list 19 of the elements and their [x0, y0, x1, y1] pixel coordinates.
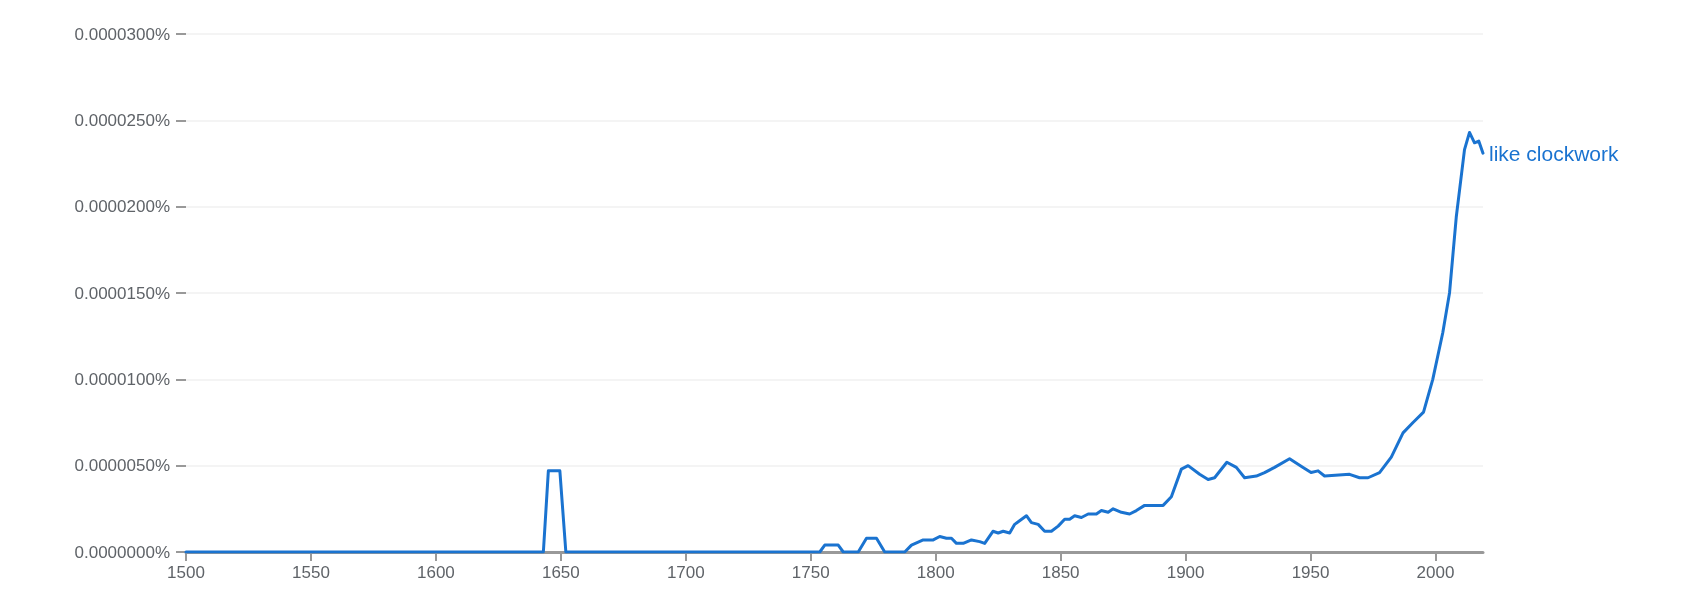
- x-tick-label: 1900: [1166, 563, 1205, 582]
- x-tick-label: 1700: [666, 563, 705, 582]
- x-tick-label: 1950: [1291, 563, 1330, 582]
- y-tick-label: 0.0000000%: [74, 542, 170, 562]
- y-tick-label: 0.0000150%: [74, 283, 170, 303]
- x-tick-label: 2000: [1416, 563, 1455, 582]
- y-tick-label: 0.0000100%: [74, 369, 170, 389]
- y-tick-label: 0.0000300%: [74, 24, 170, 44]
- x-tick-label: 1600: [416, 563, 455, 582]
- y-tick-label: 0.0000200%: [74, 197, 170, 217]
- x-tick-label: 1500: [167, 563, 205, 582]
- y-tick-label: 0.0000250%: [74, 110, 170, 130]
- x-tick-label: 1800: [916, 563, 955, 582]
- x-tick-label: 1550: [292, 563, 330, 582]
- x-tick-label: 1650: [541, 563, 580, 582]
- x-tick-label: 1750: [791, 563, 830, 582]
- series-label: like clockwork: [1489, 141, 1620, 165]
- y-tick-label: 0.0000050%: [74, 456, 170, 476]
- x-tick-label: 1850: [1041, 563, 1080, 582]
